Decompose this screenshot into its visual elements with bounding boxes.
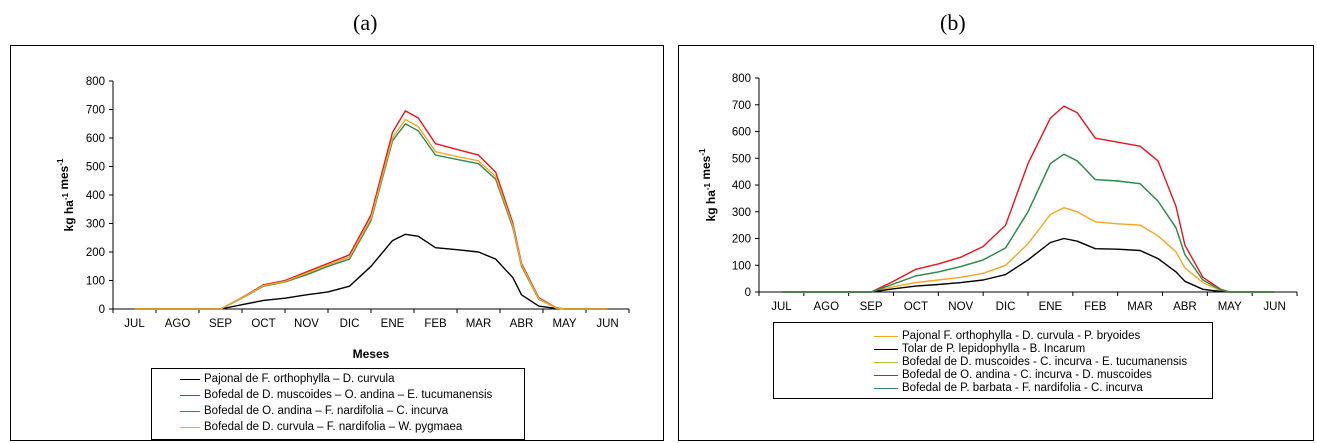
x-tick-label: MAY [1218, 301, 1242, 313]
chart-a-plot: 0 100 200 300 400 500 600 700 800 JUL AGO SEP OCT NOV… [56, 76, 630, 361]
legend-item: Bofedal de P. barbata - F. nardifolia - … [774, 381, 1212, 395]
legend-item: Bofedal de D. curvula – F. nardifolia – … [152, 420, 524, 434]
legend-swatch [180, 427, 200, 428]
x-tick-label: DIC [996, 301, 1016, 313]
y-tick-label: 800 [86, 76, 105, 88]
legend-item: Bofedal de D. muscoides – O. andina – E.… [152, 388, 524, 402]
legend-label: Pajonal de F. orthophylla – D. curvula [204, 373, 395, 385]
legend-swatch [180, 379, 200, 380]
legend-label: Bofedal de D. curvula – F. nardifolia – … [204, 421, 463, 433]
legend-swatch [874, 388, 898, 389]
series-line [781, 153, 1275, 293]
y-tick-label: 400 [86, 190, 105, 202]
y-tick-label: 200 [732, 234, 751, 246]
y-axis-label-superscript: -1 [56, 158, 65, 166]
legend-swatch [874, 336, 898, 337]
y-tick-label: 200 [86, 247, 105, 259]
y-axis-label: kg ha-1 mes-1 [698, 148, 718, 221]
legend-label: Bofedal de D. muscoides - C. incurva - E… [902, 356, 1188, 368]
chart-panel-b: 0 100 200 300 400 500 600 700 800 JUL AGO SEP OCT NOV… [678, 45, 1314, 441]
x-tick-label: AGO [165, 318, 191, 330]
x-tick-label: NOV [294, 318, 319, 330]
series-line [781, 105, 1275, 293]
y-axis-label-superscript: -1 [703, 182, 712, 190]
series-line [134, 118, 608, 310]
x-tick-label: JUL [771, 301, 792, 313]
x-tick-label: JUL [124, 318, 145, 330]
y-tick-label: 700 [86, 105, 105, 117]
legend-swatch [180, 395, 200, 396]
x-tick-label: MAR [466, 318, 492, 330]
x-tick-label: SEP [209, 318, 232, 330]
legend-label: Bofedal de P. barbata - F. nardifolia - … [902, 382, 1143, 394]
legend-item: Pajonal de F. orthophylla – D. curvula [152, 372, 524, 386]
x-tick-label: MAY [552, 318, 576, 330]
y-tick-label: 500 [86, 162, 105, 174]
x-tick-label: SEP [860, 301, 883, 313]
y-tick-label: 700 [732, 100, 751, 112]
y-tick-label: 300 [732, 207, 751, 219]
legend-item: Tolar de P. lepidophylla - B. Incarum [774, 342, 1212, 356]
y-tick-label: 800 [732, 73, 751, 85]
x-tick-label: FEB [424, 318, 447, 330]
x-tick-label: ABR [1173, 301, 1197, 313]
y-tick-label: 500 [732, 153, 751, 165]
x-tick-label: JUN [596, 318, 618, 330]
chart-b-plot: 0 100 200 300 400 500 600 700 800 JUL AGO SEP OCT NOV… [698, 73, 1298, 343]
legend-label: Tolar de P. lepidophylla - B. Incarum [902, 343, 1086, 355]
x-tick-label: NOV [948, 301, 973, 313]
y-tick-label: 0 [745, 287, 751, 299]
x-tick-label: DIC [340, 318, 360, 330]
x-tick-label: MAR [1127, 301, 1153, 313]
x-tick-label: AGO [813, 301, 839, 313]
series-line [781, 237, 1275, 293]
legend-label: Bofedal de O. andina – F. nardifolia – C… [204, 405, 449, 417]
y-tick-label: 600 [732, 127, 751, 139]
y-axis-label-part: mes [699, 155, 713, 183]
legend-item: Bofedal de O. andina - C. incurva - D. m… [774, 368, 1212, 382]
x-tick-label: FEB [1084, 301, 1107, 313]
y-axis-label-superscript: -1 [61, 192, 70, 200]
legend-item: Bofedal de D. muscoides - C. incurva - E… [774, 355, 1212, 369]
x-tick-label: JUN [1263, 301, 1285, 313]
y-tick-label: 100 [732, 260, 751, 272]
y-axis-label-part: kg ha [62, 200, 76, 232]
legend-item: Bofedal de O. andina – F. nardifolia – C… [152, 404, 524, 418]
x-tick-label: ABR [510, 318, 534, 330]
y-axis-label-superscript: -1 [698, 148, 707, 156]
legend-swatch [874, 375, 898, 376]
series-line [134, 110, 608, 310]
legend-swatch [874, 349, 898, 350]
y-axis-label-part: kg ha [704, 190, 718, 222]
chart-a-legend: Pajonal de F. orthophylla – D. curvula Bo… [151, 368, 525, 440]
y-tick-label: 300 [86, 219, 105, 231]
y-tick-label: 0 [99, 304, 105, 316]
y-axis-label-part: mes [57, 165, 71, 193]
x-tick-label: ENE [381, 318, 405, 330]
x-tick-label: OCT [251, 318, 275, 330]
series-line [781, 153, 1275, 293]
chart-b-legend: Pajonal F. orthophylla - D. curvula - P.… [773, 322, 1213, 399]
x-tick-label: OCT [904, 301, 928, 313]
legend-label: Pajonal F. orthophylla - D. curvula - P.… [902, 330, 1141, 342]
legend-swatch [180, 411, 200, 412]
panel-b-label: (b) [940, 10, 966, 35]
x-axis-label: Meses [353, 347, 390, 361]
y-tick-label: 600 [86, 133, 105, 145]
legend-swatch [874, 362, 898, 363]
legend-label: Bofedal de D. muscoides – O. andina – E.… [204, 389, 493, 401]
series-line [134, 233, 608, 310]
series-line [781, 207, 1275, 293]
legend-label: Bofedal de O. andina - C. incurva - D. m… [902, 369, 1152, 381]
legend-item: Pajonal F. orthophylla - D. curvula - P.… [774, 329, 1212, 343]
chart-panel-a: 0 100 200 300 400 500 600 700 800 JUL AGO SEP OCT NOV… [10, 45, 664, 441]
x-tick-label: ENE [1039, 301, 1063, 313]
y-tick-label: 100 [86, 276, 105, 288]
y-axis-label: kg ha-1 mes-1 [56, 158, 76, 231]
y-tick-label: 400 [732, 180, 751, 192]
panel-a-label: (a) [353, 10, 378, 35]
